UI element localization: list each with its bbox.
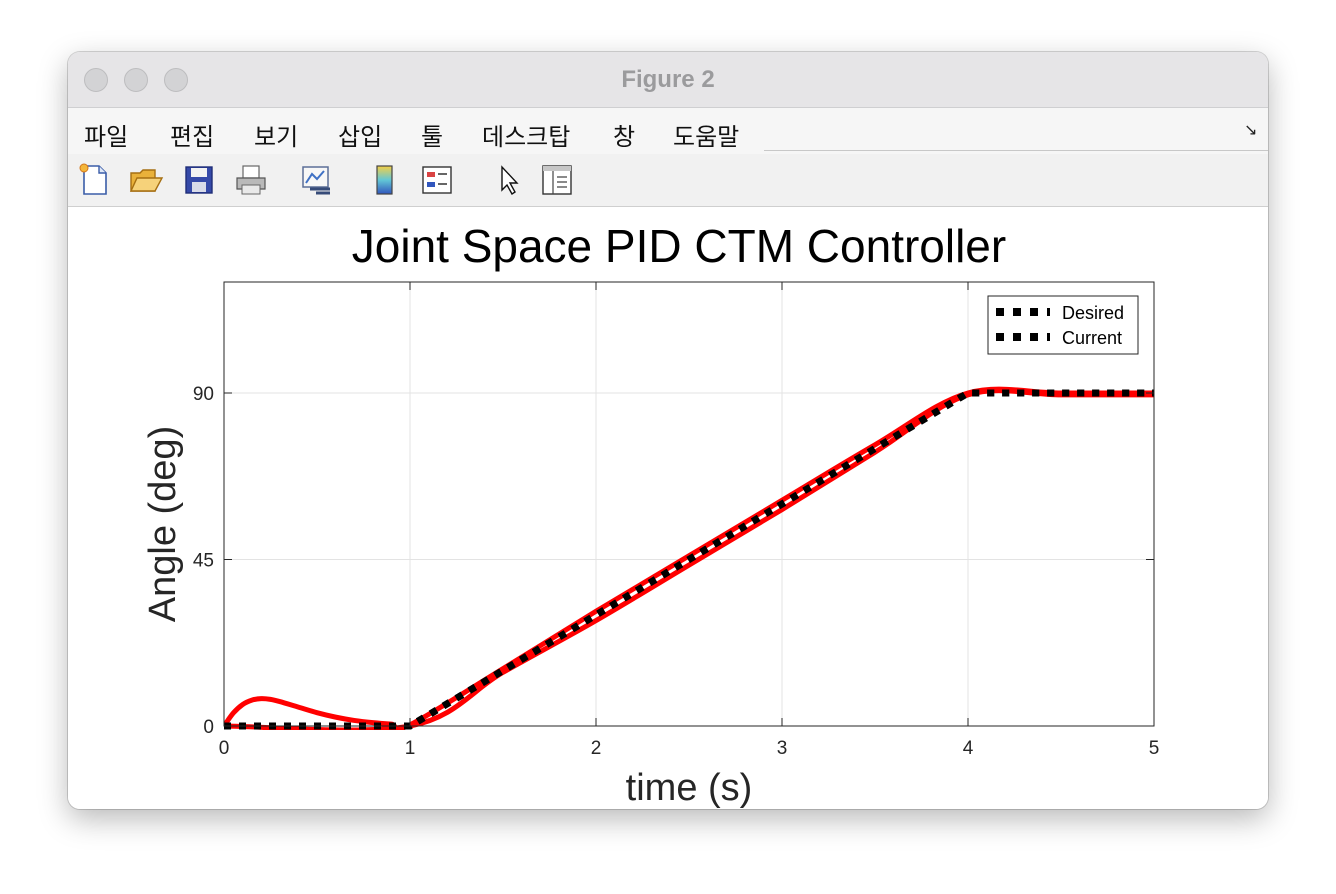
- colorbar-icon[interactable]: [368, 162, 404, 198]
- x-tick-label: 4: [963, 738, 974, 759]
- close-window-button[interactable]: [84, 68, 108, 92]
- save-icon[interactable]: [181, 162, 217, 198]
- legend-icon[interactable]: [419, 162, 455, 198]
- zoom-window-button[interactable]: [164, 68, 188, 92]
- y-tick-label: 90: [193, 384, 214, 405]
- minimize-window-button[interactable]: [124, 68, 148, 92]
- menu-divider: [764, 150, 1268, 151]
- menu-file[interactable]: 파일: [84, 123, 129, 151]
- dock-figure-icon[interactable]: ↘: [1244, 120, 1258, 139]
- menu-view[interactable]: 보기: [254, 123, 299, 151]
- pointer-icon[interactable]: [492, 162, 528, 198]
- new-figure-icon[interactable]: [76, 162, 112, 198]
- figure-toolbar: [68, 154, 1268, 207]
- menu-help[interactable]: 도움말: [673, 123, 740, 151]
- menu-window[interactable]: 창: [613, 123, 636, 151]
- x-tick-label: 1: [405, 738, 416, 759]
- y-tick-label: 0: [203, 717, 214, 738]
- legend-box[interactable]: [987, 295, 1139, 355]
- menu-insert[interactable]: 삽입: [338, 123, 383, 151]
- series-line-response-3[interactable]: [224, 388, 1154, 730]
- figure-canvas: 0 1 2 3 4 5 0 45 90 Joint Space PID CTM Controlle…: [68, 207, 1268, 809]
- x-axis-label: time (s): [626, 767, 753, 809]
- x-tick-label: 2: [591, 738, 602, 759]
- axes-background[interactable]: [224, 282, 1154, 726]
- x-tick-label: 5: [1149, 738, 1160, 759]
- menu-tools[interactable]: 툴: [421, 123, 444, 151]
- legend-label-current: Current: [1062, 328, 1122, 348]
- open-file-icon[interactable]: [128, 162, 164, 198]
- chart-title: Joint Space PID CTM Controller: [352, 220, 1006, 272]
- figure-window: Figure 2 파일 편집 보기 삽입 툴 데스크탑 창 도움말 ↘: [68, 52, 1268, 809]
- link-plot-icon[interactable]: [299, 162, 335, 198]
- legend-label-desired: Desired: [1062, 303, 1124, 323]
- menu-edit[interactable]: 편집: [170, 123, 215, 151]
- menu-desktop[interactable]: 데스크탑: [482, 123, 571, 151]
- y-axis-label: Angle (deg): [142, 426, 184, 622]
- title-bar[interactable]: Figure 2: [68, 52, 1268, 108]
- x-tick-label: 3: [777, 738, 788, 759]
- axes-box: [223, 281, 1155, 727]
- window-title: Figure 2: [621, 66, 715, 93]
- menu-bar: 파일 편집 보기 삽입 툴 데스크탑 창 도움말 ↘: [68, 108, 1268, 154]
- property-inspector-icon[interactable]: [539, 162, 575, 198]
- y-tick-label: 45: [193, 551, 214, 572]
- print-icon[interactable]: [233, 162, 269, 198]
- x-tick-label: 0: [219, 738, 230, 759]
